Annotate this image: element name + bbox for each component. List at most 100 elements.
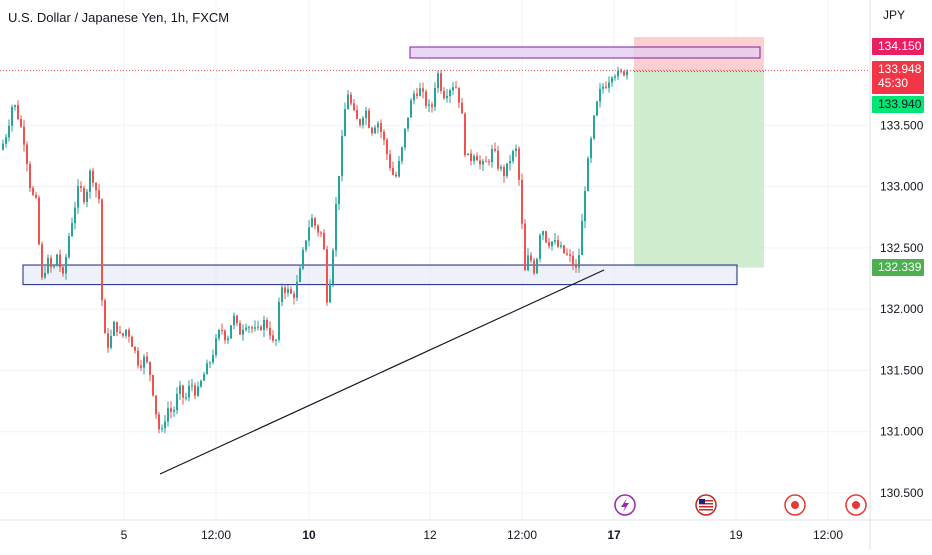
candle-body [458, 87, 460, 103]
price-tick-label: 131.500 [880, 363, 924, 377]
candle-body [317, 225, 319, 233]
candle-body [302, 249, 304, 269]
candle-body [110, 335, 112, 348]
candle-body [386, 139, 388, 155]
candle-body [389, 154, 391, 168]
candle-body [47, 257, 49, 273]
candle-body [212, 354, 214, 363]
candle-body [407, 117, 409, 129]
candle-body [116, 321, 118, 333]
price-tick-label: 132.500 [880, 241, 924, 255]
time-tick-label: 17 [607, 528, 621, 542]
candle-body [230, 325, 232, 339]
candle-body [257, 326, 259, 328]
candle-body [164, 421, 166, 429]
candle-body [575, 265, 577, 268]
candle-body [278, 302, 280, 340]
candle-body [86, 191, 88, 203]
candle-body [431, 104, 433, 107]
candle-body [14, 105, 16, 107]
candle-body [485, 161, 487, 163]
current-price-tag-text: 133.948 [878, 62, 922, 76]
candle-body [191, 385, 193, 387]
candle-body [584, 191, 586, 222]
candle-body [482, 161, 484, 165]
candle-body [569, 254, 571, 256]
candle-body [296, 281, 298, 298]
candle-body [245, 327, 247, 330]
us-flag-stripe [699, 503, 713, 505]
candle-body [293, 293, 295, 298]
support-zone [22, 264, 738, 286]
resistance-zone [409, 46, 761, 59]
take-profit-zone [634, 71, 764, 268]
candle-body [80, 186, 82, 188]
candle-body [611, 77, 613, 83]
candle-body [581, 221, 583, 256]
candle-body [608, 82, 610, 88]
candle-body [146, 356, 148, 362]
entry-price-tag-text: 133.940 [878, 97, 922, 111]
candle-body [272, 335, 274, 341]
candle-body [392, 167, 394, 175]
candle-body [440, 73, 442, 91]
candle-body [494, 148, 496, 151]
candle-body [527, 255, 529, 271]
candle-body [422, 88, 424, 92]
candle-body [119, 332, 121, 334]
candle-body [113, 321, 115, 336]
candle-body [65, 257, 67, 274]
price-tick-label: 132.000 [880, 302, 924, 316]
candle-body [323, 232, 325, 250]
candle-body [83, 187, 85, 203]
candle-body [17, 105, 19, 120]
candle-body [473, 156, 475, 161]
candle-body [176, 393, 178, 411]
candle-body [122, 333, 124, 336]
candle-body [284, 287, 286, 293]
candle-body [563, 245, 565, 254]
candle-body [179, 385, 181, 394]
candle-body [551, 241, 553, 247]
candle-body [128, 329, 130, 337]
candle-body [593, 115, 595, 139]
candle-body [374, 127, 376, 134]
candle-body [455, 87, 457, 89]
candle-body [530, 255, 532, 261]
candle-body [449, 90, 451, 97]
candle-body [596, 101, 598, 116]
price-tick-label: 133.000 [880, 180, 924, 194]
candle-body [338, 175, 340, 205]
candle-body [29, 164, 31, 188]
candle-body [503, 166, 505, 177]
candle-body [71, 223, 73, 237]
candle-body [200, 380, 202, 387]
candle-body [239, 323, 241, 335]
candle-body [548, 242, 550, 247]
candle-body [275, 339, 277, 341]
time-tick-label: 5 [121, 528, 128, 542]
candle-body [590, 138, 592, 159]
candle-body [335, 204, 337, 251]
candle-body [53, 266, 55, 268]
candle-body [479, 160, 481, 165]
candle-body [104, 300, 106, 334]
candle-body [410, 100, 412, 118]
candle-body [377, 123, 379, 128]
candle-body [185, 397, 187, 399]
candle-body [269, 327, 271, 336]
candle-body [524, 223, 526, 271]
candle-body [620, 70, 622, 72]
candle-body [89, 170, 91, 192]
candle-body [497, 150, 499, 169]
time-tick-label: 12:00 [201, 528, 231, 542]
candle-body [308, 227, 310, 241]
time-tick-label: 12 [423, 528, 437, 542]
candle-body [560, 245, 562, 247]
time-tick-label: 10 [302, 528, 316, 542]
candle-body [461, 102, 463, 114]
candle-body [356, 110, 358, 120]
candle-body [290, 289, 292, 294]
